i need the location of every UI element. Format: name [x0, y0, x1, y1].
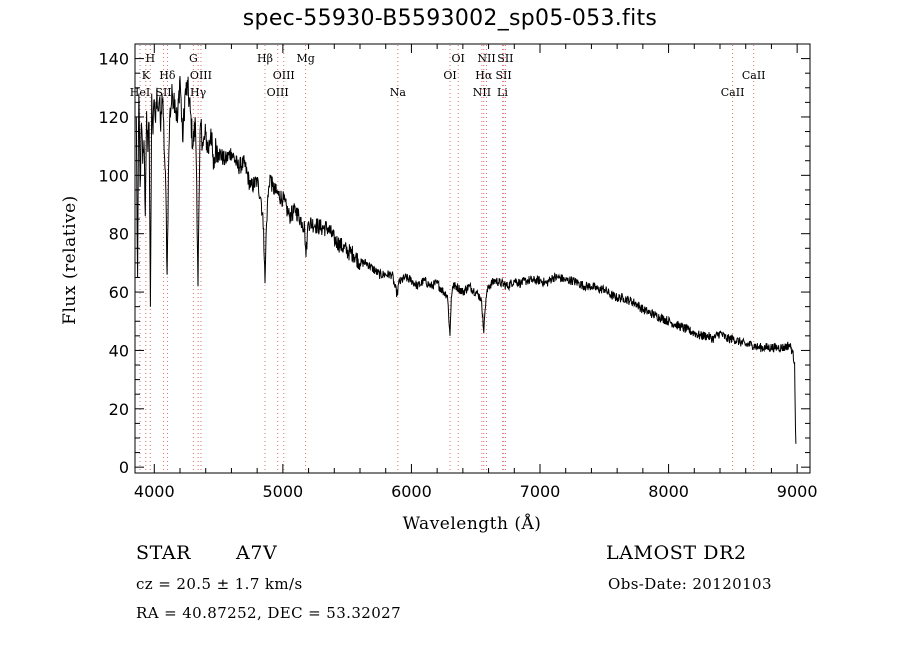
y-tick-label: 140: [98, 50, 129, 69]
line-marker-label: Hδ: [159, 69, 176, 82]
coordinates: RA = 40.87252, DEC = 53.32027: [136, 604, 402, 622]
line-marker-label: OIII: [190, 69, 212, 82]
line-marker-labels: HeIKHSIIHδGHγOIIIHβOIIIOIIIMgNaOIOINIIHα…: [130, 52, 766, 99]
x-tick-label: 6000: [391, 482, 432, 501]
line-marker-label: NII: [477, 52, 495, 65]
line-marker-label: CaII: [742, 69, 766, 82]
redshift-cz: cz = 20.5 ± 1.7 km/s: [136, 575, 303, 593]
line-marker-label: Hβ: [257, 52, 273, 65]
line-marker-label: Mg: [296, 52, 314, 65]
y-tick-label: 60: [109, 283, 129, 302]
y-tick-label: 40: [109, 341, 129, 360]
y-tick-label: 20: [109, 400, 129, 419]
spectrum-line: [135, 76, 797, 444]
line-marker-label: Hγ: [190, 86, 207, 99]
line-marker-label: Hα: [475, 69, 493, 82]
line-marker-label: OIII: [267, 86, 289, 99]
plot-frame: [134, 43, 811, 474]
line-marker-label: HeI: [130, 86, 150, 99]
y-tick-label: 0: [119, 458, 129, 477]
survey-name: LAMOST DR2: [606, 542, 747, 564]
y-axis-label: Flux (relative): [60, 195, 80, 325]
x-tick-label: 7000: [520, 482, 561, 501]
line-marker-label: Li: [497, 86, 508, 99]
line-marker-label: OI: [452, 52, 465, 65]
y-tick-label: 100: [98, 166, 129, 185]
line-marker-label: SII: [495, 69, 511, 82]
line-marker-label: NII: [473, 86, 491, 99]
object-subclass: A7V: [236, 542, 278, 564]
x-axis-label: Wavelength (Å): [403, 513, 542, 534]
line-marker-label: CaII: [721, 86, 745, 99]
x-tick-label: 4000: [134, 482, 175, 501]
x-tick-label: 5000: [262, 482, 303, 501]
line-marker-label: G: [189, 52, 198, 65]
line-markers: [139, 45, 755, 472]
line-marker-label: H: [146, 52, 156, 65]
y-tick-label: 120: [98, 108, 129, 127]
y-tick-label: 80: [109, 225, 129, 244]
axis-tick-labels: 4000 5000 6000 7000 8000 9000 0 20 40 60 80 100 120 1…: [98, 50, 817, 501]
x-tick-label: 8000: [648, 482, 689, 501]
line-marker-label: Na: [390, 86, 407, 99]
line-marker-label: SII: [497, 52, 513, 65]
object-class: STAR: [136, 542, 192, 564]
axis-ticks: [135, 43, 810, 473]
x-tick-label: 9000: [777, 482, 818, 501]
obs-date: Obs-Date: 20120103: [608, 575, 772, 593]
line-marker-label: OIII: [273, 69, 295, 82]
line-marker-label: OI: [443, 69, 456, 82]
chart-title: spec-55930-B5593002_sp05-053.fits: [242, 6, 658, 31]
line-marker-label: K: [142, 69, 151, 82]
line-marker-label: SII: [155, 86, 171, 99]
